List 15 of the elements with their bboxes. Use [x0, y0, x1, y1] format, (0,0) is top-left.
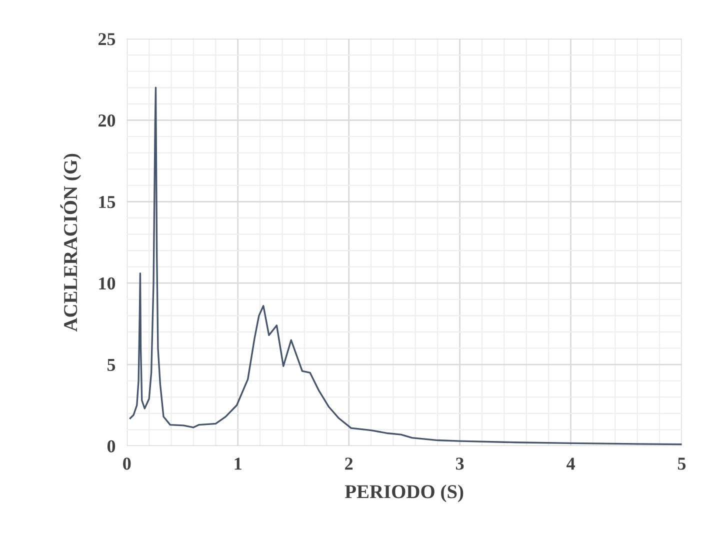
- x-tick-label: 2: [345, 458, 353, 470]
- y-tick-label: 0: [107, 440, 116, 452]
- x-tick-label: 0: [123, 458, 131, 470]
- x-tick-label: 1: [234, 458, 242, 470]
- y-tick-label: 5: [107, 358, 116, 371]
- x-tick-label: 4: [566, 458, 575, 470]
- y-tick-label: 25: [98, 33, 116, 46]
- y-tick-label: 15: [99, 196, 116, 208]
- x-tick-label: 5: [678, 458, 686, 470]
- x-axis-title: PERIODO (S): [344, 484, 464, 502]
- y-tick-label: 20: [98, 114, 116, 127]
- x-tick-label: 3: [456, 458, 464, 470]
- y-tick-label: 10: [99, 277, 116, 290]
- y-axis-title: ACELERACIÓN (G): [60, 154, 82, 332]
- line-series: [129, 86, 682, 446]
